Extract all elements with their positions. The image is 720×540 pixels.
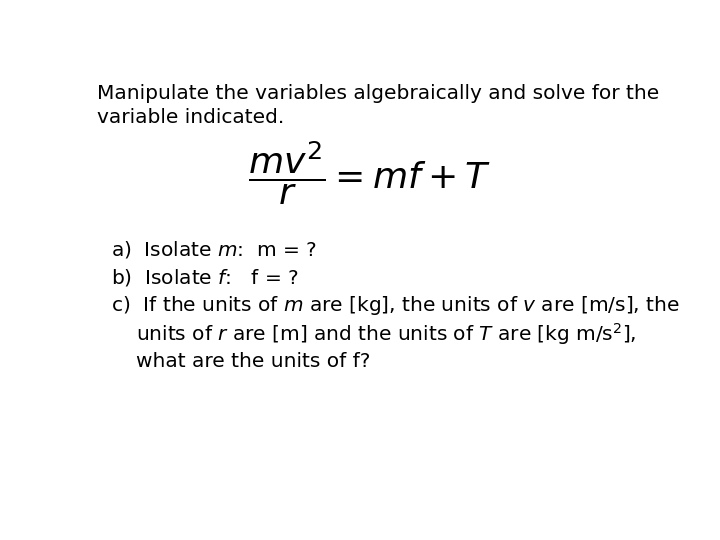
Text: units of $r$ are [m] and the units of $T$ are [kg m/s$^2$],: units of $r$ are [m] and the units of $T…: [136, 321, 636, 347]
Text: $\dfrac{mv^2}{r} = mf + T$: $\dfrac{mv^2}{r} = mf + T$: [248, 139, 490, 207]
Text: what are the units of f?: what are the units of f?: [136, 352, 370, 371]
Text: b)  Isolate $f$:   f = ?: b) Isolate $f$: f = ?: [111, 267, 299, 288]
Text: a)  Isolate $m$:  m = ?: a) Isolate $m$: m = ?: [111, 239, 318, 260]
Text: Manipulate the variables algebraically and solve for the: Manipulate the variables algebraically a…: [96, 84, 659, 103]
Text: variable indicated.: variable indicated.: [96, 109, 284, 127]
Text: c)  If the units of $m$ are [kg], the units of $v$ are [m/s], the: c) If the units of $m$ are [kg], the uni…: [111, 294, 680, 318]
